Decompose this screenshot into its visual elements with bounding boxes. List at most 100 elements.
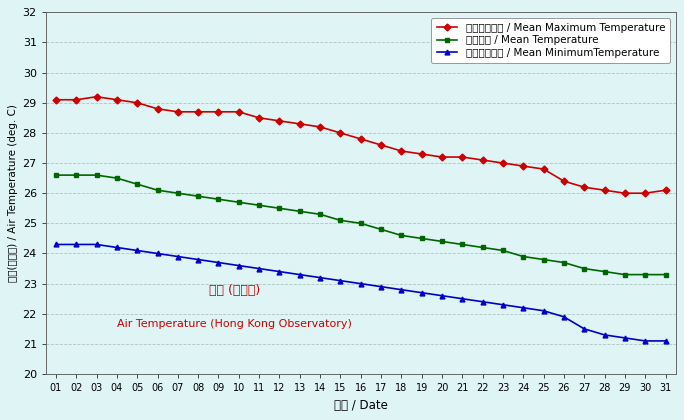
平均最高氣溫 / Mean Maximum Temperature xyxy=(580,185,588,190)
平均氣溫 / Mean Temperature xyxy=(337,218,345,223)
平均氣溫 / Mean Temperature xyxy=(479,245,487,250)
平均最低氣溫 / Mean MinimumTemperature xyxy=(235,263,243,268)
平均最高氣溫 / Mean Maximum Temperature xyxy=(92,94,101,99)
平均氣溫 / Mean Temperature xyxy=(519,254,527,259)
平均最低氣溫 / Mean MinimumTemperature xyxy=(499,302,507,307)
平均最高氣溫 / Mean Maximum Temperature xyxy=(52,97,60,102)
Y-axis label: 氣溫(攝氏度) / Air Temperature (deg. C): 氣溫(攝氏度) / Air Temperature (deg. C) xyxy=(8,104,18,282)
平均最高氣溫 / Mean Maximum Temperature xyxy=(540,167,548,172)
平均最高氣溫 / Mean Maximum Temperature xyxy=(337,130,345,135)
平均氣溫 / Mean Temperature xyxy=(113,176,121,181)
Line: 平均最低氣溫 / Mean MinimumTemperature: 平均最低氣溫 / Mean MinimumTemperature xyxy=(53,242,668,344)
平均氣溫 / Mean Temperature xyxy=(276,206,284,211)
平均最低氣溫 / Mean MinimumTemperature xyxy=(641,339,649,344)
平均最高氣溫 / Mean Maximum Temperature xyxy=(417,152,425,157)
平均氣溫 / Mean Temperature xyxy=(52,173,60,178)
平均最高氣溫 / Mean Maximum Temperature xyxy=(153,106,161,111)
Text: Air Temperature (Hong Kong Observatory): Air Temperature (Hong Kong Observatory) xyxy=(118,319,352,329)
平均最高氣溫 / Mean Maximum Temperature xyxy=(72,97,80,102)
平均最低氣溫 / Mean MinimumTemperature xyxy=(153,251,161,256)
平均最高氣溫 / Mean Maximum Temperature xyxy=(356,136,365,142)
平均最低氣溫 / Mean MinimumTemperature xyxy=(295,272,304,277)
平均最低氣溫 / Mean MinimumTemperature xyxy=(337,278,345,283)
平均最高氣溫 / Mean Maximum Temperature xyxy=(601,188,609,193)
平均最高氣溫 / Mean Maximum Temperature xyxy=(174,109,182,114)
平均氣溫 / Mean Temperature xyxy=(153,188,161,193)
平均最低氣溫 / Mean MinimumTemperature xyxy=(316,275,324,280)
平均最高氣溫 / Mean Maximum Temperature xyxy=(194,109,202,114)
平均最低氣溫 / Mean MinimumTemperature xyxy=(621,336,629,341)
平均最低氣溫 / Mean MinimumTemperature xyxy=(377,284,385,289)
平均最低氣溫 / Mean MinimumTemperature xyxy=(397,287,406,292)
平均最低氣溫 / Mean MinimumTemperature xyxy=(214,260,222,265)
平均最低氣溫 / Mean MinimumTemperature xyxy=(601,332,609,337)
平均最低氣溫 / Mean MinimumTemperature xyxy=(540,308,548,313)
平均氣溫 / Mean Temperature xyxy=(316,212,324,217)
平均最低氣溫 / Mean MinimumTemperature xyxy=(417,290,425,295)
平均最高氣溫 / Mean Maximum Temperature xyxy=(661,188,670,193)
平均氣溫 / Mean Temperature xyxy=(235,200,243,205)
Line: 平均最高氣溫 / Mean Maximum Temperature: 平均最高氣溫 / Mean Maximum Temperature xyxy=(53,94,668,196)
平均最高氣溫 / Mean Maximum Temperature xyxy=(133,100,142,105)
Text: 氣溫 (天文台): 氣溫 (天文台) xyxy=(209,284,261,297)
平均最高氣溫 / Mean Maximum Temperature xyxy=(214,109,222,114)
平均最高氣溫 / Mean Maximum Temperature xyxy=(113,97,121,102)
平均最高氣溫 / Mean Maximum Temperature xyxy=(621,191,629,196)
平均氣溫 / Mean Temperature xyxy=(174,191,182,196)
平均最低氣溫 / Mean MinimumTemperature xyxy=(72,242,80,247)
Line: 平均氣溫 / Mean Temperature: 平均氣溫 / Mean Temperature xyxy=(53,173,668,277)
平均氣溫 / Mean Temperature xyxy=(580,266,588,271)
平均氣溫 / Mean Temperature xyxy=(295,209,304,214)
平均最低氣溫 / Mean MinimumTemperature xyxy=(519,305,527,310)
平均最低氣溫 / Mean MinimumTemperature xyxy=(174,254,182,259)
平均氣溫 / Mean Temperature xyxy=(417,236,425,241)
平均氣溫 / Mean Temperature xyxy=(499,248,507,253)
平均最高氣溫 / Mean Maximum Temperature xyxy=(235,109,243,114)
平均氣溫 / Mean Temperature xyxy=(255,203,263,208)
X-axis label: 日期 / Date: 日期 / Date xyxy=(334,399,388,412)
平均最低氣溫 / Mean MinimumTemperature xyxy=(255,266,263,271)
平均最高氣溫 / Mean Maximum Temperature xyxy=(458,155,466,160)
平均最高氣溫 / Mean Maximum Temperature xyxy=(255,116,263,121)
平均最低氣溫 / Mean MinimumTemperature xyxy=(479,299,487,304)
平均氣溫 / Mean Temperature xyxy=(661,272,670,277)
平均氣溫 / Mean Temperature xyxy=(214,197,222,202)
平均最高氣溫 / Mean Maximum Temperature xyxy=(377,142,385,147)
Legend: 平均最高氣溫 / Mean Maximum Temperature, 平均氣溫 / Mean Temperature, 平均最低氣溫 / Mean Minimu: 平均最高氣溫 / Mean Maximum Temperature, 平均氣溫 … xyxy=(432,18,670,63)
平均氣溫 / Mean Temperature xyxy=(540,257,548,262)
平均氣溫 / Mean Temperature xyxy=(458,242,466,247)
平均最高氣溫 / Mean Maximum Temperature xyxy=(295,121,304,126)
平均氣溫 / Mean Temperature xyxy=(194,194,202,199)
平均最低氣溫 / Mean MinimumTemperature xyxy=(52,242,60,247)
平均最低氣溫 / Mean MinimumTemperature xyxy=(661,339,670,344)
平均最低氣溫 / Mean MinimumTemperature xyxy=(438,293,446,298)
平均最低氣溫 / Mean MinimumTemperature xyxy=(356,281,365,286)
平均氣溫 / Mean Temperature xyxy=(356,221,365,226)
平均氣溫 / Mean Temperature xyxy=(438,239,446,244)
平均氣溫 / Mean Temperature xyxy=(397,233,406,238)
平均最高氣溫 / Mean Maximum Temperature xyxy=(641,191,649,196)
平均最低氣溫 / Mean MinimumTemperature xyxy=(276,269,284,274)
平均最低氣溫 / Mean MinimumTemperature xyxy=(560,314,568,319)
平均最高氣溫 / Mean Maximum Temperature xyxy=(560,178,568,184)
平均最高氣溫 / Mean Maximum Temperature xyxy=(276,118,284,123)
平均最低氣溫 / Mean MinimumTemperature xyxy=(113,245,121,250)
平均最高氣溫 / Mean Maximum Temperature xyxy=(397,149,406,154)
平均最高氣溫 / Mean Maximum Temperature xyxy=(438,155,446,160)
平均最低氣溫 / Mean MinimumTemperature xyxy=(194,257,202,262)
平均氣溫 / Mean Temperature xyxy=(641,272,649,277)
平均氣溫 / Mean Temperature xyxy=(377,227,385,232)
平均最低氣溫 / Mean MinimumTemperature xyxy=(133,248,142,253)
平均氣溫 / Mean Temperature xyxy=(92,173,101,178)
平均氣溫 / Mean Temperature xyxy=(560,260,568,265)
平均最高氣溫 / Mean Maximum Temperature xyxy=(316,124,324,129)
平均氣溫 / Mean Temperature xyxy=(621,272,629,277)
平均最高氣溫 / Mean Maximum Temperature xyxy=(499,160,507,165)
平均最低氣溫 / Mean MinimumTemperature xyxy=(92,242,101,247)
平均最低氣溫 / Mean MinimumTemperature xyxy=(458,296,466,301)
平均氣溫 / Mean Temperature xyxy=(133,181,142,186)
平均最高氣溫 / Mean Maximum Temperature xyxy=(519,163,527,168)
平均最低氣溫 / Mean MinimumTemperature xyxy=(580,326,588,331)
平均氣溫 / Mean Temperature xyxy=(601,269,609,274)
平均最高氣溫 / Mean Maximum Temperature xyxy=(479,158,487,163)
